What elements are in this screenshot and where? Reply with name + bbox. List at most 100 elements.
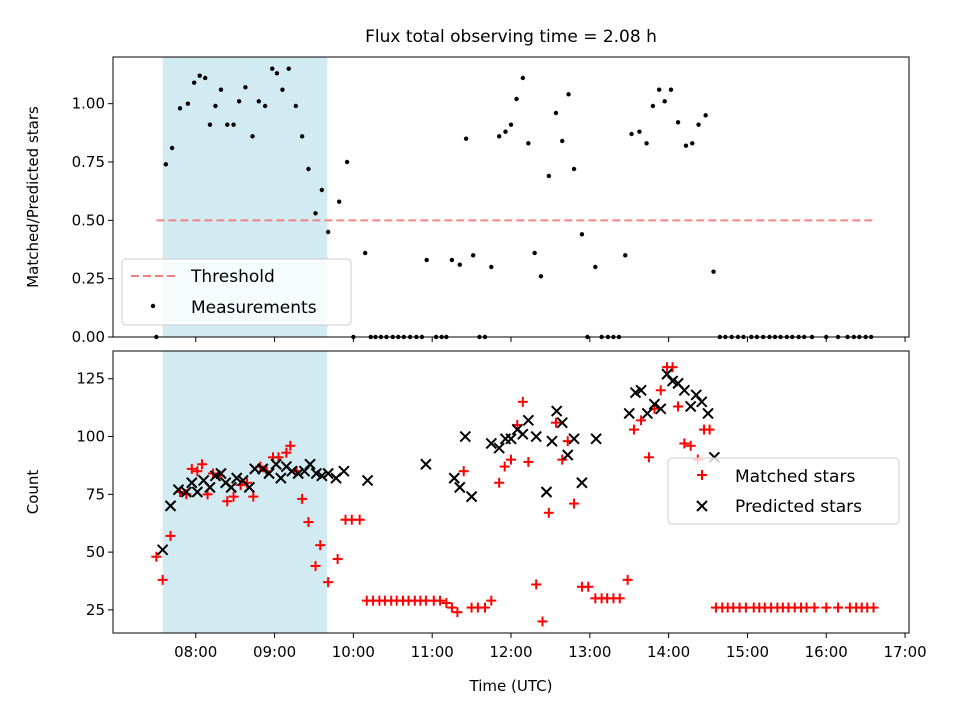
x-axis-label: Time (UTC) (469, 677, 553, 695)
threshold-legend-label: Threshold (190, 267, 275, 287)
cross-stroke (511, 423, 524, 436)
measurement-point (231, 122, 236, 127)
measurement-point (656, 87, 662, 92)
measurement-point (163, 162, 169, 167)
cross-stroke (257, 463, 269, 475)
predicted-star-point (590, 433, 602, 445)
matched-star-point (486, 595, 497, 606)
matched-star-point (517, 396, 528, 407)
measurement-point (503, 129, 508, 134)
matched-star-point (354, 514, 365, 525)
matched-stars-legend-label: Matched stars (735, 467, 855, 487)
cross-stroke (225, 481, 237, 494)
cross-stroke (556, 416, 568, 429)
measurement-point (286, 66, 291, 71)
predicted-star-point (684, 400, 697, 413)
cross-stroke (316, 470, 328, 482)
cross-stroke (243, 481, 256, 494)
measurement-point (262, 103, 268, 109)
matched-star-point (228, 491, 239, 502)
predicted-star-point (661, 368, 673, 380)
predicted-star-point (180, 486, 193, 498)
ratio-legend-box (121, 258, 352, 326)
cross-stroke (696, 396, 708, 408)
predicted-star-point (546, 435, 558, 447)
matched-star-point (310, 560, 321, 571)
ratio-panel-frame (112, 56, 910, 338)
cross-stroke (191, 486, 204, 498)
measurement-point (623, 253, 628, 258)
ratio-legend: Threshold Measurements (121, 258, 352, 326)
time-x-tick-label: 16:00 (805, 643, 848, 661)
predicted-star-point (361, 474, 374, 487)
cross-stroke (180, 486, 193, 498)
predicted-star-point (540, 486, 553, 498)
predicted-stars-legend-label: Predicted stars (735, 497, 862, 517)
matched-star-point (332, 554, 343, 565)
predicted-star-point (556, 416, 568, 429)
matched-star-point (569, 498, 580, 509)
predicted-star-point (156, 544, 169, 556)
measurement-point (325, 229, 331, 235)
matched-star-point (157, 574, 168, 585)
matched-star-point (643, 452, 654, 463)
measurement-point (546, 173, 552, 179)
matched-star-point (297, 493, 308, 504)
time-x-tick-label: 15:00 (726, 643, 769, 661)
cross-stroke (696, 500, 708, 512)
predicted-star-point (298, 465, 311, 477)
cross-stroke (263, 467, 275, 480)
cross-stroke (690, 389, 702, 401)
predicted-star-point (231, 472, 243, 484)
measurement-point (566, 92, 571, 97)
cross-stroke (172, 483, 185, 496)
matched-star-point (679, 438, 690, 449)
cross-stroke (286, 465, 298, 477)
matched-stars-points (151, 362, 879, 627)
count-y-axis: 25 50 75 100 125 (76, 370, 113, 619)
cross-stroke (448, 472, 460, 484)
measurement-point (280, 87, 285, 92)
cross-stroke (215, 467, 227, 480)
measurement-point (250, 134, 255, 139)
cross-stroke (304, 458, 316, 470)
cross-stroke (164, 500, 177, 512)
predicted-star-point (678, 384, 691, 397)
measurement-point (668, 87, 674, 92)
cross-stroke (292, 467, 304, 480)
count-panel-frame (112, 350, 910, 634)
cross-stroke (505, 433, 517, 445)
cross-stroke (280, 460, 293, 473)
measurement-point (424, 257, 429, 263)
measurement-point (637, 129, 642, 134)
predicted-star-point (493, 442, 505, 454)
cross-stroke (648, 398, 661, 410)
matched-star-point (537, 616, 548, 627)
cross-stroke (219, 477, 232, 489)
count-legend-box (667, 457, 900, 525)
cross-stroke (310, 467, 323, 480)
ratio-y-tick-label: 0.75 (72, 153, 105, 171)
matched-star-point (197, 459, 208, 470)
time-x-tick-label: 09:00 (253, 643, 296, 661)
measurement-point (336, 199, 342, 204)
cross-stroke (702, 407, 714, 420)
cross-stroke (338, 465, 350, 477)
measurement-point (197, 73, 202, 78)
matched-star-point (285, 440, 296, 451)
measurement-point (593, 264, 598, 270)
measurements-legend-label: Measurements (191, 298, 317, 318)
cross-stroke (237, 474, 249, 487)
matched-star-point (441, 597, 452, 608)
measurement-point (514, 96, 519, 102)
matched-legend-marker (697, 470, 707, 480)
cross-stroke (322, 467, 334, 480)
measurement-point (463, 136, 469, 141)
cross-stroke (420, 458, 432, 470)
predicted-star-point (191, 486, 204, 498)
measurement-point (629, 131, 634, 137)
predicted-star-point (576, 477, 588, 489)
cross-stroke (661, 368, 673, 380)
ratio-y-tick-label: 0.25 (72, 270, 105, 288)
cross-stroke (562, 449, 574, 461)
